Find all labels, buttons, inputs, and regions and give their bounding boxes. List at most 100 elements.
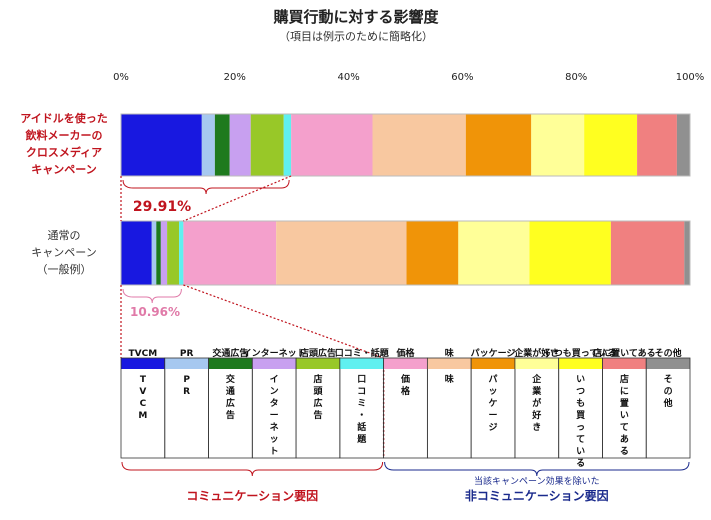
legend-label-char: ・ (357, 411, 366, 421)
legend-label-char: 広 (226, 397, 235, 409)
legend-label-char: ー (270, 411, 279, 421)
legend-label-char: ッ (270, 435, 279, 445)
legend-label: 味 (445, 347, 454, 359)
bar-segment (465, 114, 532, 176)
legend-cell (164, 357, 209, 459)
legend-label-char: 買 (576, 410, 585, 421)
noncomm-group-bracket (384, 461, 690, 477)
legend-label: 店頭広告 (300, 347, 336, 359)
chart-title: 購買行動に対する影響度 (272, 8, 439, 26)
legend-label-char: 置 (620, 398, 629, 409)
row-label: アイドルを使った (20, 111, 107, 125)
legend-label-char: コ (357, 387, 366, 397)
legend-swatch (558, 358, 603, 369)
legend-label-char: 広 (313, 397, 322, 409)
legend-label-char: 格 (401, 385, 411, 397)
legend-label-char: あ (620, 434, 629, 445)
bar-segment (684, 221, 690, 285)
x-tick-label: 60% (451, 72, 473, 83)
bar-segment (291, 114, 373, 176)
row-label: 通常の (48, 229, 81, 242)
bar-segment (214, 114, 230, 176)
bar-segment (229, 114, 251, 176)
legend-label-char: る (576, 458, 585, 469)
legend-swatch (252, 358, 297, 369)
legend-label-char: も (576, 398, 585, 409)
row-label: クロスメディア (26, 145, 102, 159)
legend-label-char: い (576, 447, 585, 457)
legend-label-char: き (532, 422, 541, 433)
bar-segment (156, 221, 161, 285)
connector-line (183, 175, 292, 222)
legend-label-char: 他 (663, 397, 673, 409)
legend-label-char: っ (576, 423, 585, 433)
legend-label: インターネット (243, 347, 306, 359)
bar-segment (167, 221, 180, 285)
legend-label: 価格 (395, 347, 415, 359)
x-axis-ticks: 0% 20% 40% 60% 80% 100% (113, 72, 704, 83)
x-tick-label: 40% (337, 72, 359, 83)
legend-swatch (471, 358, 515, 369)
legend-swatch (514, 358, 559, 369)
comm-group-bracket (121, 461, 384, 477)
comm-total-label: 10.96% (130, 305, 180, 319)
legend-label-char: 告 (226, 409, 235, 421)
comm-bracket (122, 288, 182, 304)
legend-label-char: 交 (226, 373, 235, 385)
legend-label-char: P (183, 375, 190, 385)
legend-label-char: 通 (226, 385, 235, 397)
bar-segment (201, 114, 215, 176)
legend-label-char: 口 (357, 374, 366, 385)
legend-swatch (646, 358, 690, 369)
bar-segment (283, 114, 292, 176)
legend-label-char: い (620, 411, 629, 421)
legend-label-char: T (140, 375, 147, 385)
comm-total-label: 29.91% (133, 199, 191, 215)
connector-line (183, 284, 384, 359)
legend-label-char: て (620, 422, 629, 433)
legend-label: 企業が好き (513, 347, 559, 359)
bar-segment (183, 221, 277, 285)
legend-label-char: ジ (489, 422, 498, 433)
x-tick-label: 20% (224, 72, 246, 83)
row-labels: アイドルを使った飲料メーカーのクロスメディアキャンペーン29.91%通常のキャン… (20, 111, 191, 319)
bar-segment (179, 221, 184, 285)
bar-segment (529, 221, 611, 285)
legend-label-char: R (183, 387, 190, 397)
bar-segment (276, 221, 407, 285)
bar-segment (406, 221, 459, 285)
legend-swatch (602, 358, 647, 369)
bar-segment (121, 221, 152, 285)
legend-label-char: い (576, 375, 585, 385)
legend-label: その他 (655, 347, 682, 359)
bar-segment (458, 221, 530, 285)
x-tick-label: 80% (565, 72, 587, 83)
legend-label-char: 企 (531, 373, 542, 385)
legend-label-char: ー (489, 411, 498, 421)
legend-label-char: C (140, 399, 147, 409)
legend-label: PR (180, 349, 194, 359)
legend-swatch (121, 358, 165, 369)
chart-subtitle: （項目は例示のために簡略化） (279, 29, 433, 43)
legend-cell (383, 357, 428, 459)
noncomm-group-note: 当該キャンペーン効果を除いた (474, 475, 600, 487)
legend-label: 口コミ・話題 (335, 347, 390, 359)
row-label: 飲料メーカーの (25, 128, 103, 142)
bar-outline (120, 113, 691, 177)
bar-outline (120, 220, 691, 286)
legend-label-char: 話 (357, 421, 366, 433)
legend-label: 交通広告 (212, 347, 248, 359)
legend-label-char: に (620, 386, 629, 397)
legend-cell (645, 357, 691, 459)
bar-segment (160, 221, 168, 285)
legend-label-char: 頭 (313, 386, 323, 397)
legend-label-char: つ (576, 387, 585, 397)
legend-label-char: ケ (489, 398, 498, 409)
legend-swatch (383, 358, 428, 369)
legend-label-char: ン (270, 386, 279, 397)
row-label: （一般例） (37, 262, 92, 276)
legend-label-char: て (576, 434, 585, 445)
bar-segment (151, 221, 157, 285)
legend-swatch (427, 358, 472, 369)
